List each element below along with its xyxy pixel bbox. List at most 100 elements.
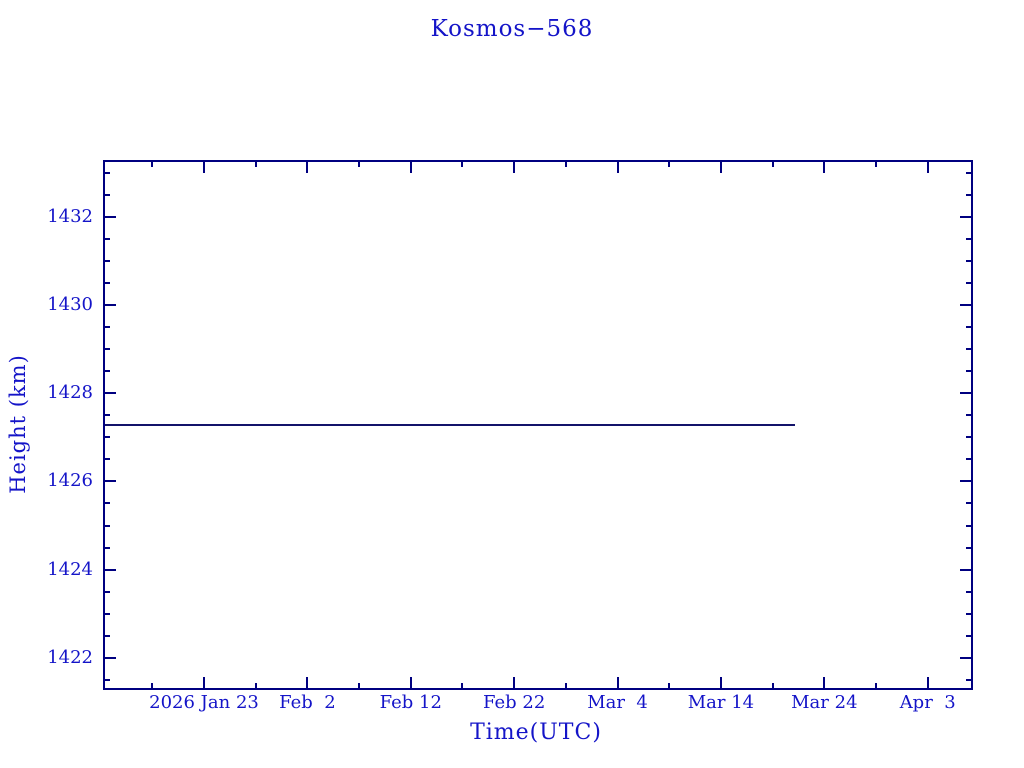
y-major-tick [960,392,973,395]
y-minor-tick [103,370,110,373]
x-tick-label: Mar 4 [587,692,648,713]
y-major-tick [103,392,116,395]
y-minor-tick [103,259,110,262]
x-minor-tick [771,683,774,690]
y-tick-label: 1428 [47,382,93,404]
x-tick-label: Feb 22 [483,692,546,713]
y-minor-tick [966,634,973,637]
x-tick-label: Feb 12 [379,692,442,713]
x-major-tick [926,160,929,173]
y-minor-tick [103,458,110,461]
x-minor-tick [358,160,361,167]
x-major-tick [409,160,412,173]
x-major-tick [203,677,205,690]
x-minor-tick [254,160,257,167]
x-minor-tick [358,683,361,690]
y-minor-tick [966,524,973,527]
y-tick-label: 1424 [47,558,93,580]
y-major-tick [960,304,973,307]
x-minor-tick [151,683,154,690]
y-major-tick [960,568,973,571]
x-minor-tick [461,160,464,167]
y-minor-tick [103,546,110,549]
x-major-tick [513,677,516,690]
y-tick-label: 1426 [47,470,93,492]
x-tick-label: Feb 2 [279,692,336,713]
x-minor-tick [668,683,671,690]
y-minor-tick [966,414,973,417]
y-major-tick [960,215,973,218]
y-major-tick [103,568,116,571]
y-minor-tick [103,524,110,527]
y-minor-tick [103,326,110,329]
x-tick-label: Mar 24 [791,692,858,713]
x-minor-tick [875,683,878,690]
x-major-tick [719,677,722,690]
y-major-tick [960,480,973,483]
x-minor-tick [875,160,878,167]
y-major-tick [103,304,116,307]
chart-title: Kosmos−568 [430,16,594,42]
y-minor-tick [103,348,110,351]
y-minor-tick [966,436,973,439]
x-major-tick [823,677,826,690]
x-minor-tick [668,160,671,167]
x-major-tick [926,677,929,690]
y-tick-label: 1422 [47,646,93,668]
x-major-tick [513,160,516,173]
y-minor-tick [966,259,973,262]
x-major-tick [306,160,309,173]
y-minor-tick [103,612,110,615]
x-tick-label: 2026 Jan 23 [149,692,259,713]
y-minor-tick [966,282,973,285]
y-minor-tick [966,348,973,351]
x-major-tick [616,160,619,173]
x-major-tick [409,677,412,690]
y-minor-tick [966,678,973,681]
x-tick-label: Apr 3 [899,692,956,713]
y-minor-tick [966,612,973,615]
data-series-line [103,423,795,426]
y-minor-tick [103,282,110,285]
y-minor-tick [103,590,110,593]
x-major-tick [719,160,722,173]
x-minor-tick [564,160,567,167]
y-major-tick [103,656,116,659]
y-minor-tick [966,171,973,174]
y-minor-tick [966,193,973,196]
y-minor-tick [103,414,110,417]
y-tick-label: 1430 [47,294,93,316]
x-minor-tick [254,683,257,690]
y-minor-tick [966,502,973,505]
y-minor-tick [966,590,973,593]
y-tick-label: 1432 [47,205,93,227]
y-minor-tick [966,370,973,373]
y-minor-tick [103,634,110,637]
x-minor-tick [151,160,154,167]
x-minor-tick [771,160,774,167]
y-major-tick [960,656,973,659]
y-minor-tick [966,326,973,329]
x-minor-tick [564,683,567,690]
x-tick-label: Mar 14 [687,692,755,713]
y-minor-tick [966,237,973,240]
plot-area [103,160,973,690]
y-minor-tick [103,193,110,196]
plot-frame [103,160,973,690]
y-minor-tick [103,678,110,681]
x-major-tick [616,677,619,690]
x-major-tick [823,160,826,173]
y-major-tick [103,480,116,483]
y-minor-tick [103,436,110,439]
x-axis-label: Time(UTC) [470,720,602,745]
x-major-tick [306,677,309,690]
x-minor-tick [461,683,464,690]
y-minor-tick [103,502,110,505]
y-minor-tick [966,458,973,461]
y-minor-tick [966,546,973,549]
y-minor-tick [103,171,110,174]
x-major-tick [203,160,205,173]
y-minor-tick [103,237,110,240]
y-major-tick [103,215,116,218]
